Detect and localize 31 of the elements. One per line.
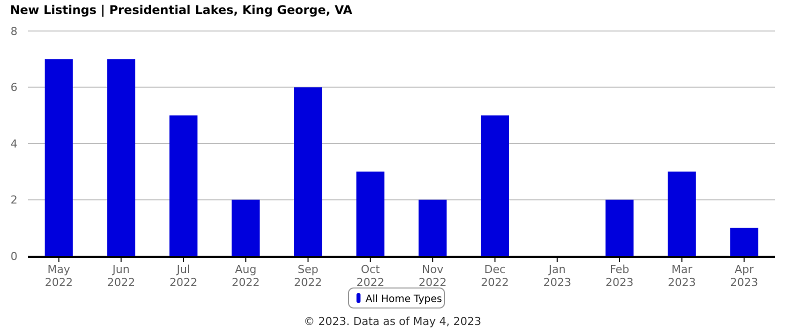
y-tick-label: 2 — [10, 194, 18, 207]
legend-label: All Home Types — [366, 294, 442, 305]
chart-title: New Listings | Presidential Lakes, King George, VA — [10, 3, 354, 17]
x-tick-label: Dec 2022 — [480, 263, 509, 289]
bar — [668, 172, 696, 256]
y-tick-label: 8 — [10, 24, 18, 38]
x-tick-label: Jul 2022 — [169, 263, 198, 289]
x-tick-label: Jan 2023 — [543, 263, 572, 289]
bar — [480, 115, 509, 256]
bar — [44, 59, 73, 256]
bar — [730, 228, 758, 256]
bar — [107, 59, 136, 256]
bar — [232, 200, 260, 256]
bar — [294, 87, 322, 256]
y-tick-label: 6 — [10, 81, 18, 94]
x-tick-label: Apr 2023 — [730, 263, 758, 289]
x-tick-label: Nov 2022 — [418, 263, 447, 289]
bar — [418, 200, 447, 256]
x-tick-label: Mar 2023 — [668, 263, 696, 289]
x-tick-label: Feb 2023 — [606, 263, 634, 289]
x-tick-label: Sep 2022 — [294, 263, 322, 289]
bar — [356, 172, 384, 256]
bar — [169, 115, 198, 256]
x-tick-label: Jun 2022 — [107, 263, 136, 289]
x-tick-label: Oct 2022 — [356, 263, 384, 289]
text: © 2023. Data as of May 4, 2023 — [304, 315, 482, 328]
y-tick-label: 4 — [10, 137, 18, 150]
x-tick-label: Aug 2022 — [232, 263, 260, 289]
x-tick-label: May 2022 — [44, 263, 73, 289]
y-tick-label: 0 — [10, 250, 18, 263]
bar — [606, 200, 634, 256]
